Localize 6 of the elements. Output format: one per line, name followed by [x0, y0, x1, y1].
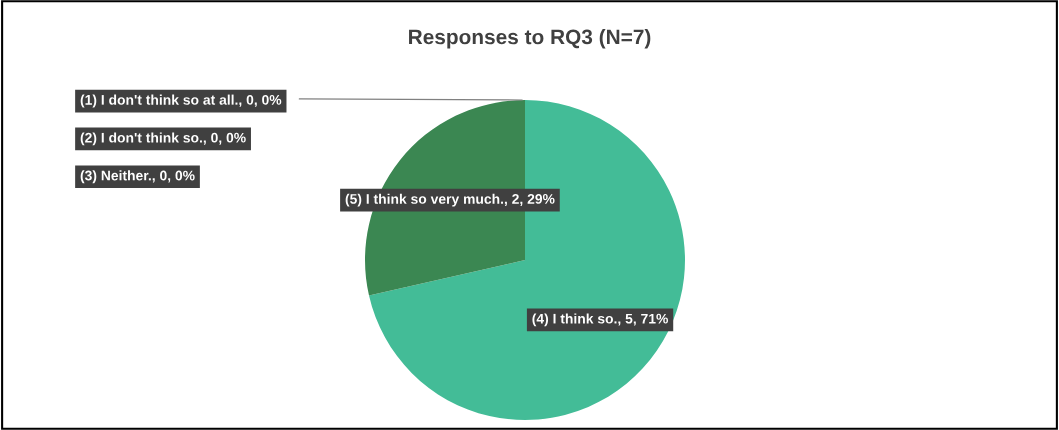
category-label: (2) I don't think so., 0, 0%: [80, 132, 246, 146]
slice-label: (4) I think so., 5, 71%: [532, 313, 668, 327]
category-label: (1) I don't think so at all., 0, 0%: [80, 94, 282, 108]
slice-label: (5) I think so very much., 2, 29%: [345, 193, 555, 207]
chart-title: Responses to RQ3 (N=7): [409, 28, 651, 49]
category-label: (3) Neither., 0, 0%: [80, 170, 195, 184]
